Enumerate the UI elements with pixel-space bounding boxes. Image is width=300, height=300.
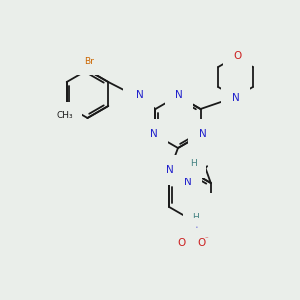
Text: N: N xyxy=(136,90,143,100)
Text: +: + xyxy=(193,226,199,232)
Text: O: O xyxy=(178,238,186,248)
Text: ⁻: ⁻ xyxy=(204,236,208,242)
Text: O: O xyxy=(233,51,242,61)
Text: Br: Br xyxy=(85,56,94,65)
Text: CH₃: CH₃ xyxy=(56,112,73,121)
Text: H: H xyxy=(159,161,165,170)
Text: N: N xyxy=(199,129,206,139)
Text: N: N xyxy=(184,177,192,187)
Text: O: O xyxy=(195,203,203,213)
Text: N: N xyxy=(150,129,158,139)
Text: N: N xyxy=(188,228,196,238)
Text: H: H xyxy=(192,212,199,221)
Text: N: N xyxy=(175,90,183,100)
Text: H: H xyxy=(190,160,197,169)
Text: N: N xyxy=(166,165,174,175)
Text: H: H xyxy=(132,85,139,94)
Text: N: N xyxy=(232,93,239,103)
Text: O: O xyxy=(198,238,206,248)
